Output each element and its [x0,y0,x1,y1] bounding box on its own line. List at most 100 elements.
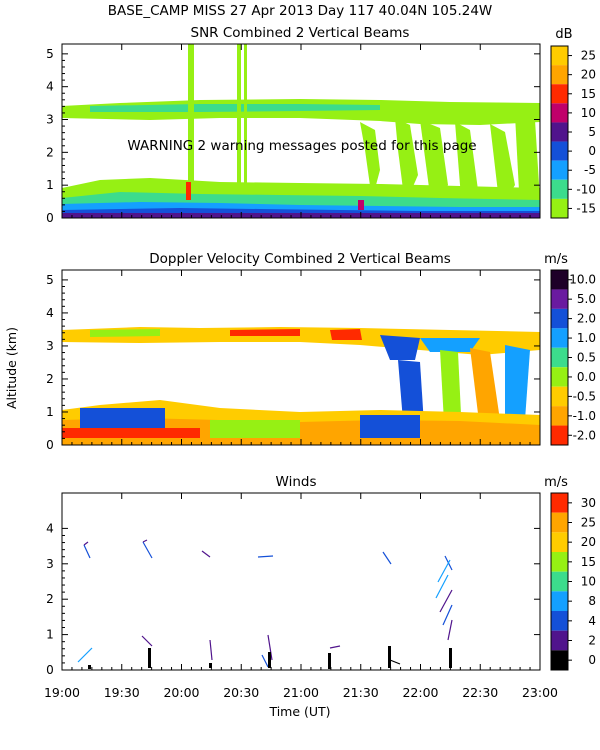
y-axis-label: Altitude (km) [4,327,19,409]
y-tick-label: 2 [46,145,54,159]
colorbar-label: 15 [581,555,596,569]
snr-axes: 0 1 2 3 4 5 [46,43,541,225]
y-tick-label: 1 [46,628,54,642]
x-tick-label: 22:00 [402,685,438,700]
colorbar-label: 5.0 [577,292,596,306]
y-tick-label: 0 [46,211,54,225]
colorbar-swatch [551,650,568,670]
x-tick-label: 21:00 [283,685,319,700]
colorbar-label: 0 [588,144,596,158]
plot-frame [61,492,541,671]
colorbar-label: 0.0 [577,370,596,384]
doppler-colorbar: 10.0 5.0 2.0 1.0 0.5 0.0 -0.5 -1.0 -2.0 [550,269,596,446]
x-axis-tick-labels: 19:00 19:30 20:00 20:30 21:00 21:30 22:00 22:30… [44,685,558,700]
colorbar-swatch [551,270,568,290]
colorbar-swatch [551,367,568,387]
colorbar-label: -5 [584,163,596,177]
winds-axes: 0 1 2 3 4 [46,492,541,677]
colorbar-swatch [551,425,568,445]
colorbar-label: 25 [581,516,596,530]
y-tick-label: 2 [46,592,54,606]
colorbar-label: 0.5 [577,351,596,365]
colorbar-swatch [551,386,568,407]
colorbar-label: 10 [581,575,596,589]
wind-barbs [77,539,453,669]
x-tick-label: 19:00 [44,685,80,700]
x-tick-label: 23:00 [522,685,558,700]
colorbar-swatch [551,160,568,180]
colorbar-label: 25 [581,49,596,63]
y-tick-label: 0 [46,438,54,452]
x-tick-label: 20:30 [223,685,259,700]
colorbar-swatch [551,512,568,533]
y-tick-label: 5 [46,273,54,287]
x-tick-label: 22:30 [462,685,498,700]
colorbar-swatch [551,406,568,426]
colorbar-swatch [551,141,568,161]
colorbar-label: -0.5 [573,389,596,403]
snr-colorbar: 25 20 15 10 5 0 -5 -10 -15 [550,45,596,219]
colorbar-swatch [551,552,568,572]
colorbar-swatch [551,630,568,651]
colorbar-swatch [551,122,568,142]
colorbar-label: 30 [581,496,596,510]
colorbar-label: 2 [588,634,596,648]
x-tick-label: 21:30 [343,685,379,700]
colorbar-label: 1.0 [577,331,596,345]
winds-title: Winds [276,474,317,490]
colorbar-label: 4 [588,614,596,628]
x-tick-label: 20:00 [163,685,199,700]
y-tick-label: 5 [46,47,54,61]
x-axis-label: Time (UT) [268,704,330,719]
colorbar-swatch [551,571,568,592]
y-tick-label: 0 [46,663,54,677]
colorbar-label: -1.0 [573,409,596,423]
colorbar-swatch [551,46,568,66]
colorbar-swatch [551,198,568,218]
colorbar-label: 8 [588,594,596,608]
snr-title: SNR Combined 2 Vertical Beams [191,25,410,41]
colorbar-swatch [551,493,568,513]
y-tick-label: 4 [46,306,54,320]
colorbar-swatch [551,532,568,552]
colorbar-label: 5 [588,125,596,139]
colorbar-swatch [551,103,568,123]
y-tick-label: 2 [46,372,54,386]
colorbar-swatch [551,611,568,631]
colorbar-label: 10 [581,106,596,120]
colorbar-label: -10 [576,182,596,196]
colorbar-swatch [551,328,568,348]
colorbar-swatch [551,308,568,329]
warning-message: WARNING 2 warning messages posted for th… [127,138,476,154]
colorbar-label: 15 [581,87,596,101]
colorbar-label: 20 [581,68,596,82]
colorbar-label: 10.0 [569,273,596,287]
header-title: BASE_CAMP MISS 27 Apr 2013 Day 117 40.04… [108,3,493,19]
colorbar-label: 0 [588,653,596,667]
colorbar-swatch [551,179,568,199]
snr-heatmap [62,44,540,218]
colorbar-label: 20 [581,535,596,549]
doppler-units: m/s [544,252,568,267]
doppler-heatmap [62,327,540,445]
colorbar-label: 2.0 [577,312,596,326]
winds-units: m/s [544,475,568,490]
y-tick-label: 1 [46,178,54,192]
colorbar-swatch [551,289,568,309]
y-tick-label: 3 [46,557,54,571]
doppler-axes: 0 1 2 3 4 5 [46,269,541,452]
colorbar-swatch [551,591,568,611]
x-tick-label: 19:30 [104,685,140,700]
doppler-title: Doppler Velocity Combined 2 Vertical Bea… [149,251,451,267]
colorbar-swatch [551,65,568,85]
y-tick-label: 4 [46,521,54,535]
snr-units: dB [555,27,572,42]
colorbar-swatch [551,84,568,104]
y-tick-label: 1 [46,405,54,419]
colorbar-swatch [551,347,568,368]
y-tick-label: 3 [46,113,54,127]
colorbar-label: -15 [576,201,596,215]
y-tick-label: 3 [46,339,54,353]
